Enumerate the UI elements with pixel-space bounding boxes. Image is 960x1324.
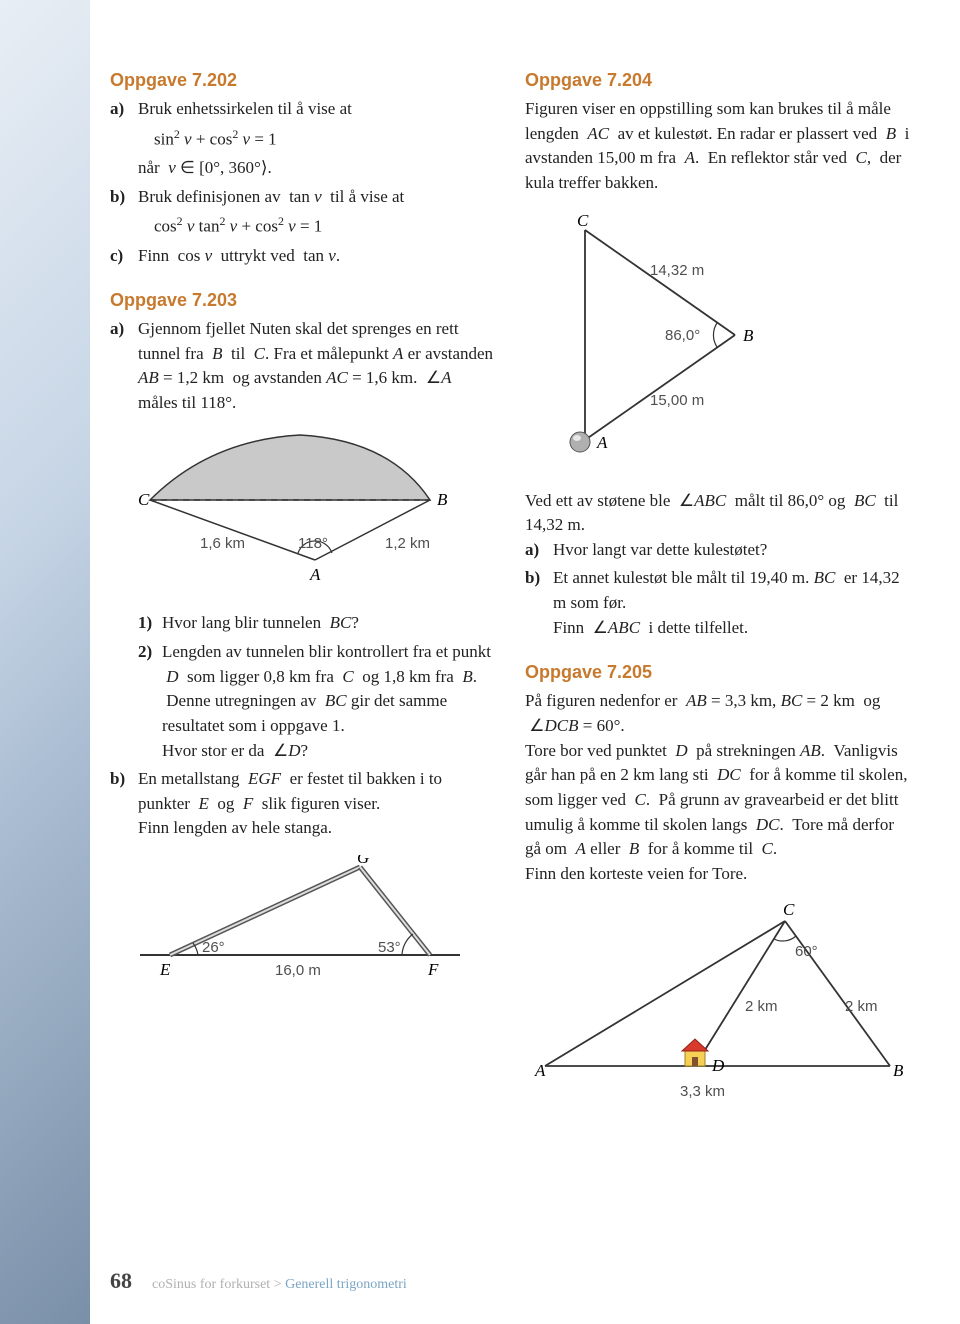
fig-7203b-angE: 26° bbox=[202, 939, 225, 956]
task-7203-b-text: En metallstang EGF er festet til bakken … bbox=[138, 767, 495, 841]
page-footer: 68 coSinus for forkurset > Generell trig… bbox=[110, 1268, 407, 1294]
page-content: Oppgave 7.202 a) Bruk enhetssirkelen til… bbox=[110, 70, 930, 1120]
task-7202-a-line2: når v ∈ [0°, 360°⟩. bbox=[138, 156, 495, 181]
sub-2-label: 2) bbox=[138, 640, 162, 763]
fig-7203b-angF: 53° bbox=[378, 939, 401, 956]
footer-book: coSinus for forkurset bbox=[152, 1277, 270, 1292]
left-column: Oppgave 7.202 a) Bruk enhetssirkelen til… bbox=[110, 70, 495, 1120]
fig-7205-AB: 3,3 km bbox=[680, 1083, 725, 1100]
fig-7203b-E: E bbox=[159, 960, 171, 979]
task-7203-body: a) Gjennom fjellet Nuten skal det spreng… bbox=[110, 317, 495, 998]
item-b-label-7203: b) bbox=[110, 767, 138, 841]
fig-7203b-G: G bbox=[357, 855, 369, 867]
fig-7205-angC: 60° bbox=[795, 943, 818, 960]
fig-7203a-A: A bbox=[309, 565, 321, 584]
task-7202-a-line1: Bruk enhetssirkelen til å vise at bbox=[138, 97, 495, 122]
task-7204-b: Et annet kulestøt ble målt til 19,40 m. … bbox=[553, 566, 910, 640]
item-a-label-7204: a) bbox=[525, 538, 553, 563]
fig-7203a-C: C bbox=[138, 490, 150, 509]
item-b-label-7204: b) bbox=[525, 566, 553, 640]
footer-sep: > bbox=[274, 1277, 285, 1292]
item-b-label: b) bbox=[110, 185, 138, 210]
task-7203-sub2: Lengden av tunnelen blir kontrollert fra… bbox=[162, 640, 495, 763]
task-7204-ab: a) Hvor langt var dette kulestøtet? b) E… bbox=[525, 538, 910, 641]
fig-7204-BC: 14,32 m bbox=[650, 262, 704, 279]
item-a-label: a) bbox=[110, 97, 138, 122]
task-7204-after: Ved ett av støtene ble ∠ABC målt til 86,… bbox=[525, 489, 910, 538]
fig-7204-angB: 86,0° bbox=[665, 327, 700, 344]
task-7202-c-line1: Finn cos v uttrykt ved tan v. bbox=[138, 244, 495, 269]
fig-7205-D: D bbox=[711, 1056, 725, 1075]
figure-7204: C B A 14,32 m 15,00 m 86,0° bbox=[535, 210, 910, 475]
task-7204-intro: Figuren viser en oppstilling som kan bru… bbox=[525, 97, 910, 196]
task-7202-a-formula: sin2 v + cos2 v = 1 bbox=[154, 126, 495, 152]
task-7204-title: Oppgave 7.204 bbox=[525, 70, 910, 91]
figure-7203a: C B A 1,6 km 1,2 km 118° bbox=[110, 430, 495, 598]
fig-7204-A: A bbox=[596, 433, 608, 452]
task-7203-title: Oppgave 7.203 bbox=[110, 290, 495, 311]
fig-7203b-EF: 16,0 m bbox=[275, 962, 321, 979]
fig-7205-DC: 2 km bbox=[745, 998, 778, 1015]
fig-7204-C: C bbox=[577, 211, 589, 230]
page-number: 68 bbox=[110, 1268, 132, 1294]
task-7202-b-line1: Bruk definisjonen av tan v til å vise at bbox=[138, 185, 495, 210]
task-7202-b-formula: cos2 v tan2 v + cos2 v = 1 bbox=[154, 213, 495, 239]
item-a-label-7203: a) bbox=[110, 317, 138, 416]
figure-7205: A B C D 60° 2 km 2 km 3,3 km bbox=[525, 901, 910, 1106]
fig-7203a-B: B bbox=[437, 490, 448, 509]
fig-7205-A: A bbox=[534, 1061, 546, 1080]
task-7202-title: Oppgave 7.202 bbox=[110, 70, 495, 91]
item-c-label: c) bbox=[110, 244, 138, 269]
fig-7203a-AC: 1,6 km bbox=[200, 535, 245, 552]
fig-7204-AB: 15,00 m bbox=[650, 392, 704, 409]
fig-7203b-F: F bbox=[427, 960, 439, 979]
task-7203-a-text: Gjennom fjellet Nuten skal det sprenges … bbox=[138, 317, 495, 416]
fig-7203a-angle: 118° bbox=[298, 535, 328, 552]
fig-7204-B: B bbox=[743, 326, 754, 345]
task-7205-title: Oppgave 7.205 bbox=[525, 662, 910, 683]
fig-7203a-AB: 1,2 km bbox=[385, 535, 430, 552]
footer-section: Generell trigonometri bbox=[285, 1277, 407, 1292]
fig-7205-BC: 2 km bbox=[845, 998, 878, 1015]
task-7202-body: a) Bruk enhetssirkelen til å vise at sin… bbox=[110, 97, 495, 268]
figure-7203b: G E F 26° 53° 16,0 m bbox=[130, 855, 495, 998]
fig-7205-C: C bbox=[783, 901, 795, 919]
page-sidebar-gradient bbox=[0, 0, 90, 1324]
right-column: Oppgave 7.204 Figuren viser en oppstilli… bbox=[525, 70, 910, 1120]
fig-7205-B: B bbox=[893, 1061, 904, 1080]
task-7203-sub1: Hvor lang blir tunnelen BC? bbox=[162, 611, 495, 636]
sub-1-label: 1) bbox=[138, 611, 162, 636]
task-7204-a: Hvor langt var dette kulestøtet? bbox=[553, 538, 910, 563]
task-7205-intro: På figuren nedenfor er AB = 3,3 km, BC =… bbox=[525, 689, 910, 886]
